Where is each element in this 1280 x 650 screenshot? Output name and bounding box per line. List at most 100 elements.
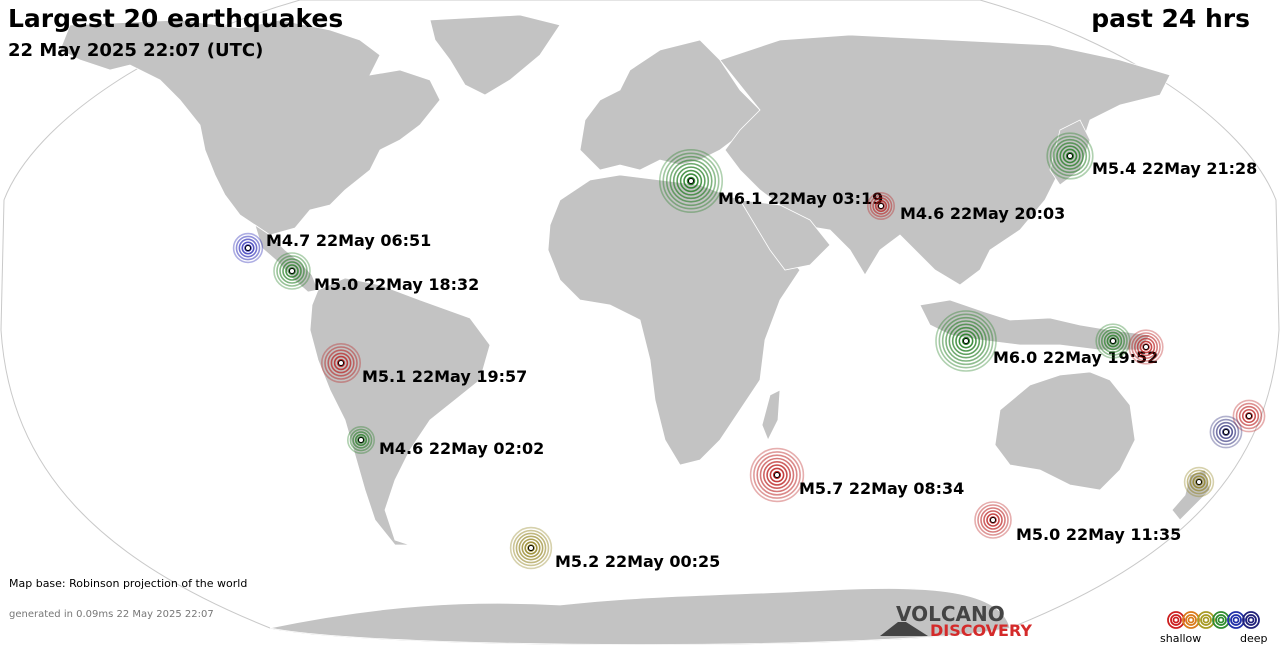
earthquake-marker[interactable] [866,192,895,221]
quake-ring [1232,399,1266,433]
quake-epicenter [338,360,344,366]
quake-ring [518,535,544,561]
legend-shallow-label: shallow [1160,632,1202,645]
quake-ring [1186,469,1212,495]
quake-ring [951,326,981,356]
quake-ring [672,162,710,200]
quake-ring [662,152,720,210]
quake-ring [1245,412,1253,420]
quake-ring [333,355,349,371]
depth-legend-circles [1167,611,1260,629]
depth-legend: shallow deep [1160,608,1272,648]
legend-depth-ring [1187,616,1195,624]
quake-ring [1056,142,1084,170]
quake-ring [961,336,971,346]
quake-epicenter [245,245,251,251]
quake-epicenter [1143,344,1149,350]
quake-ring [759,457,795,493]
legend-depth-ring [1227,611,1245,629]
legend-depth-ring [1232,616,1240,624]
logo-text-discovery: DISCOVERY [930,621,1033,640]
quake-ring [955,330,977,352]
quake-ring [679,169,703,193]
quake-ring [769,467,785,483]
quake-label: M5.0 22May 18:32 [314,275,479,294]
earthquake-marker[interactable] [1046,132,1094,180]
quake-ring [980,507,1006,533]
earthquake-marker[interactable] [1183,466,1215,498]
legend-depth-ring [1200,614,1212,626]
quake-ring [1192,475,1206,489]
quake-ring [766,464,788,486]
quake-ring [1241,408,1257,424]
quake-ring [1215,421,1237,443]
quake-ring [941,316,991,366]
quake-ring [1183,466,1215,498]
quake-ring [1136,337,1156,357]
quake-label: M5.4 22May 21:28 [1092,159,1257,178]
volcano-discovery-logo[interactable]: VOLCANO DISCOVERY [880,602,1040,642]
legend-depth-ring [1212,611,1230,629]
quake-label: M5.7 22May 08:34 [799,479,964,498]
earthquake-marker[interactable] [1232,399,1266,433]
quake-ring [1222,428,1230,436]
asia [719,34,1171,286]
quake-label: M5.2 22May 00:25 [555,552,720,571]
quake-epicenter [1067,153,1073,159]
earthquake-marker[interactable] [935,310,997,372]
earthquake-marker[interactable] [346,425,375,454]
earthquake-marker[interactable] [1095,323,1131,359]
quake-ring [1065,151,1075,161]
quake-ring [986,513,1000,527]
legend-depth-ring [1217,616,1225,624]
quake-ring [665,155,717,207]
quake-epicenter [688,178,694,184]
page-title: Largest 20 earthquakes [8,4,344,33]
quake-ring [352,431,370,449]
quake-ring [1238,405,1260,427]
quake-ring [1218,424,1234,440]
legend-depth-ring [1245,614,1257,626]
quake-ring [512,529,550,567]
earthquake-marker[interactable] [974,501,1012,539]
quake-label: M5.0 22May 11:35 [1016,525,1181,544]
earthquake-marker[interactable] [509,526,553,570]
report-datetime: 22 May 2025 22:07 (UTC) [8,40,264,61]
legend-depth-ring [1197,611,1215,629]
legend-depth-ring [1242,611,1260,629]
quake-label: M4.6 22May 20:03 [900,204,1065,223]
earthquake-marker[interactable] [273,252,311,290]
legend-depth-ring [1182,611,1200,629]
australia [994,371,1136,491]
quake-ring [320,342,361,383]
earthquake-marker[interactable] [320,342,361,383]
quake-epicenter [990,517,996,523]
greenland [429,14,561,96]
legend-depth-ring [1247,616,1255,624]
earthquake-marker[interactable] [658,149,723,214]
quake-epicenter [358,437,364,443]
logo-text-volcano: VOLCANO [896,602,1005,626]
quake-ring [285,264,299,278]
quake-label: M6.0 22May 19:52 [993,348,1158,367]
quake-ring [1046,132,1094,180]
quake-ring [515,532,547,564]
quake-ring [977,504,1009,536]
earthquake-marker[interactable] [749,447,805,503]
quake-ring [869,194,893,218]
map-base-credit: Map base: Robinson projection of the wor… [9,577,248,590]
quake-ring [1101,328,1126,353]
quake-epicenter [878,203,884,209]
quake-epicenter [528,545,534,551]
quake-ring [669,159,713,203]
arabian-peninsula [739,199,831,271]
quake-ring [938,313,994,369]
quake-ring [1103,331,1123,351]
earthquake-marker[interactable] [1209,415,1243,449]
quake-ring [686,176,696,186]
earthquake-marker[interactable] [1128,329,1164,365]
legend-depth-ring [1172,616,1180,624]
madagascar [761,389,781,441]
earthquake-marker[interactable] [232,232,264,264]
